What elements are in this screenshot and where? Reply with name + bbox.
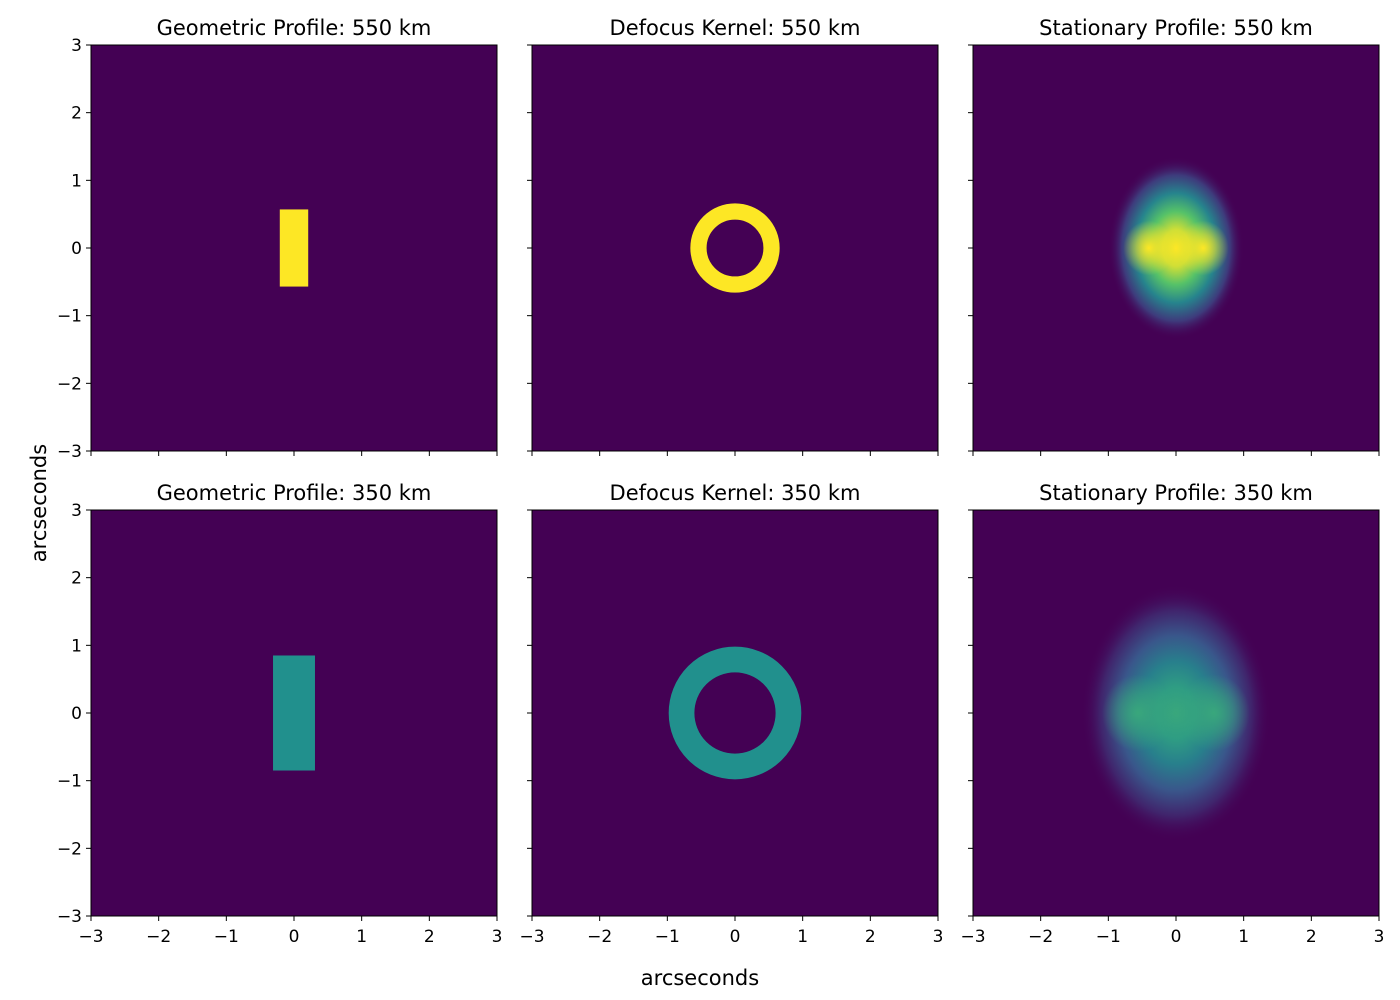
stationary-profile-lobe (1177, 220, 1229, 276)
subplot-6: −3 −2 −1 0 1 2 3 Stationary Profile: 350 km (960, 481, 1384, 947)
x-tick-label: −1 (214, 927, 239, 947)
y-tick-label: 0 (71, 704, 82, 724)
x-tick-label: 2 (1306, 927, 1317, 947)
y-tick-label: −3 (57, 442, 82, 462)
x-tick-label: 0 (1171, 927, 1182, 947)
x-tick-label: −3 (78, 927, 103, 947)
panels: 3 2 1 0 −1 −2 −3 Geometric Profile: 550 km Defoc… (57, 16, 1384, 947)
subplot-title: Defocus Kernel: 350 km (610, 481, 861, 505)
subplot-title: Defocus Kernel: 550 km (610, 16, 861, 40)
y-tick-label: −2 (57, 839, 82, 859)
subplot-3: Stationary Profile: 550 km (968, 16, 1380, 456)
geometric-profile-rect (273, 655, 315, 771)
subplot-title: Stationary Profile: 550 km (1039, 16, 1313, 40)
y-tick-label: −1 (57, 307, 82, 327)
y-tick-label: 0 (71, 239, 82, 259)
stationary-profile-lobe (1123, 220, 1175, 276)
x-tick-label: 1 (1238, 927, 1249, 947)
heatmap-background (532, 510, 938, 916)
x-tick-label: 3 (492, 927, 503, 947)
x-tick-label: 2 (424, 927, 435, 947)
x-tick-label: 1 (797, 927, 808, 947)
y-tick-label: 2 (71, 104, 82, 124)
geometric-profile-rect (279, 209, 309, 287)
heatmap-background (532, 45, 938, 451)
y-tick-label: −3 (57, 907, 82, 927)
x-tick-label: 3 (1374, 927, 1385, 947)
defocus-kernel-ring (690, 203, 780, 293)
x-tick-label: −3 (519, 927, 544, 947)
x-tick-label: −3 (960, 927, 985, 947)
y-tick-label: 1 (71, 636, 82, 656)
subplot-2: Defocus Kernel: 550 km (527, 16, 939, 456)
stationary-profile-blur (1108, 156, 1244, 340)
x-tick-label: 0 (730, 927, 741, 947)
subplot-4: −3 −2 −1 0 1 2 3 3 2 1 0 −1 −2 −3 Geometric Profile: 3… (57, 481, 502, 947)
x-tick-label: −2 (587, 927, 612, 947)
y-tick-label: −2 (57, 374, 82, 394)
subplot-title: Stationary Profile: 350 km (1039, 481, 1313, 505)
stationary-profile-lobe (1102, 674, 1175, 752)
x-tick-label: 3 (933, 927, 944, 947)
x-tick-label: −1 (1096, 927, 1121, 947)
x-tick-label: 0 (289, 927, 300, 947)
y-tick-label: 1 (71, 171, 82, 191)
x-tick-label: 2 (865, 927, 876, 947)
subplot-title: Geometric Profile: 350 km (157, 481, 432, 505)
y-tick-label: 2 (71, 569, 82, 589)
defocus-kernel-ring (668, 646, 802, 780)
x-tick-label: −1 (655, 927, 680, 947)
y-tick-label: 3 (71, 501, 82, 521)
x-tick-label: −2 (146, 927, 171, 947)
stationary-profile-blur (1081, 584, 1271, 842)
y-tick-label: −1 (57, 772, 82, 792)
y-tick-label: 3 (71, 36, 82, 56)
x-tick-label: −2 (1028, 927, 1053, 947)
x-tick-label: 1 (356, 927, 367, 947)
x-axis-label: arcseconds (641, 966, 759, 990)
subplot-1: 3 2 1 0 −1 −2 −3 Geometric Profile: 550 km (57, 16, 498, 462)
stationary-profile-lobe (1177, 674, 1250, 752)
y-axis-label: arcseconds (27, 444, 51, 562)
subplot-title: Geometric Profile: 550 km (157, 16, 432, 40)
subplot-5: −3 −2 −1 0 1 2 3 Defocus Kernel: 350 km (519, 481, 943, 947)
